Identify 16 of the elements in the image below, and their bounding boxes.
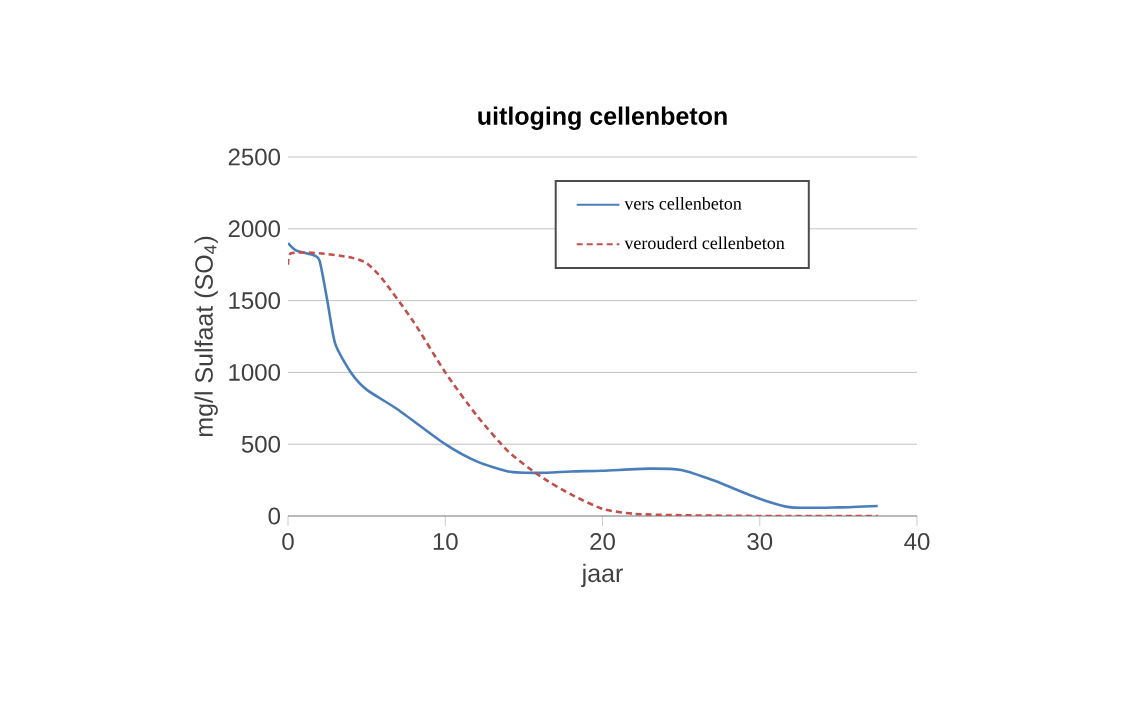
y-tick-label: 0	[268, 507, 281, 525]
x-tick-label: 0	[282, 533, 294, 551]
legend-label: vers cellenbeton	[624, 196, 742, 210]
y-tick-label: 2500	[228, 148, 280, 166]
y-tick-label: 2000	[228, 220, 280, 238]
x-tick-label: 30	[747, 533, 773, 551]
legend-label: verouderd cellenbeton	[624, 236, 785, 250]
y-axis-title: mg/l Sulfaat (SO$_{4}$)	[194, 236, 218, 437]
x-axis-title: jaar	[581, 563, 623, 588]
chart-title: uitloging cellenbeton	[478, 106, 727, 130]
y-tick-label: 500	[241, 435, 281, 453]
y-tick-label: 1500	[229, 292, 280, 310]
x-tick-label: 10	[433, 533, 458, 551]
y-tick-label: 1000	[229, 363, 280, 381]
x-tick-label: 20	[590, 533, 615, 551]
x-tick-label: 40	[904, 533, 930, 551]
